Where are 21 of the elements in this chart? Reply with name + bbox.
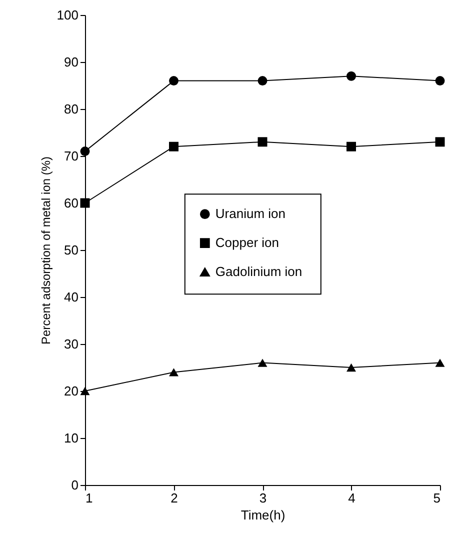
legend-label: Gadolinium ion: [215, 264, 302, 280]
y-tick-label: 60: [64, 196, 78, 210]
x-tick-label: 1: [86, 490, 93, 506]
y-axis-title: Percent adsorption of metal ion (%): [38, 156, 53, 345]
y-tick-label: 100: [56, 8, 78, 22]
y-tick-label: 70: [64, 148, 78, 164]
y-tick-label: 80: [64, 102, 78, 116]
x-tick-label: 3: [259, 490, 267, 506]
y-tick-label: 40: [64, 290, 78, 304]
y-tick-label: 50: [64, 242, 78, 258]
legend-label: Uranium ion: [215, 206, 286, 222]
y-tick-label: 0: [71, 478, 78, 492]
x-tick-label: 5: [433, 490, 440, 506]
legend-label: Copper ion: [215, 235, 280, 250]
x-tick-label: 2: [170, 490, 178, 506]
x-tick-label: 4: [348, 490, 356, 506]
y-tick-label: 10: [64, 430, 78, 446]
y-tick-label: 90: [64, 54, 78, 70]
y-tick-label: 20: [64, 384, 78, 398]
x-axis-title: Time(h): [240, 508, 286, 522]
y-tick-label: 30: [64, 336, 78, 352]
